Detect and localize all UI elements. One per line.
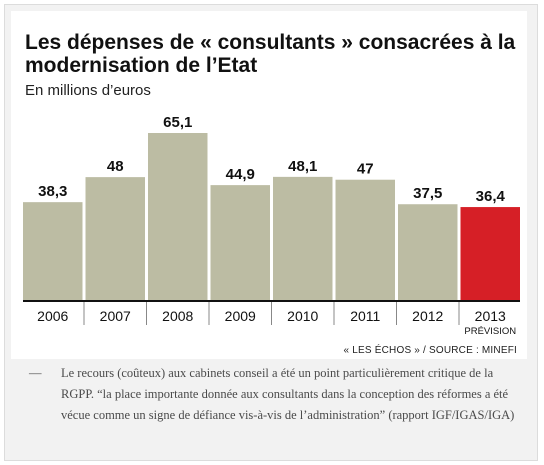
chart-subtitle: En millions d’euros (25, 82, 151, 99)
bar (398, 204, 458, 301)
bar (210, 185, 270, 301)
bar (460, 207, 520, 301)
bar-value-label: 44,9 (226, 166, 255, 183)
bar (85, 177, 145, 301)
x-tick-label: 2008 (162, 308, 193, 324)
caption-text: Le recours (coûteux) aux cabinets consei… (61, 366, 515, 422)
figure-frame: Les dépenses de « consultants » consacré… (4, 4, 538, 461)
x-tick-label: 2013 (475, 308, 506, 324)
chart-title: Les dépenses de « consultants » consacré… (25, 31, 516, 77)
chart-source: « LES ÉCHOS » / SOURCE : MINEFI (343, 345, 517, 356)
x-tick-label: 2006 (37, 308, 68, 324)
bar (23, 202, 83, 301)
bar-value-label: 47 (357, 161, 374, 178)
bar (335, 179, 395, 301)
x-tick-label: 2007 (100, 308, 131, 324)
chart-card: Les dépenses de « consultants » consacré… (11, 11, 527, 359)
bar-value-label: 36,4 (476, 188, 506, 205)
bar (148, 133, 208, 301)
bar-value-label: 37,5 (413, 185, 442, 202)
x-tick-label: 2011 (350, 308, 380, 324)
x-tick-label: 2012 (412, 308, 443, 324)
bar (273, 176, 333, 301)
bar-value-label: 48,1 (288, 158, 317, 175)
x-tick-label: 2009 (225, 308, 256, 324)
x-tick-label: 2010 (287, 308, 318, 324)
bar-value-label: 48 (107, 158, 124, 175)
bar-chart: 38,3 2006 48 2007 65,1 2008 44,9 2009 48,1 2010 47… (23, 114, 520, 337)
x-tick-sublabel: PRÉVISION (464, 326, 516, 337)
bar-value-label: 65,1 (163, 114, 192, 131)
caption-dash: — (29, 366, 42, 380)
bar-value-label: 38,3 (38, 183, 67, 200)
